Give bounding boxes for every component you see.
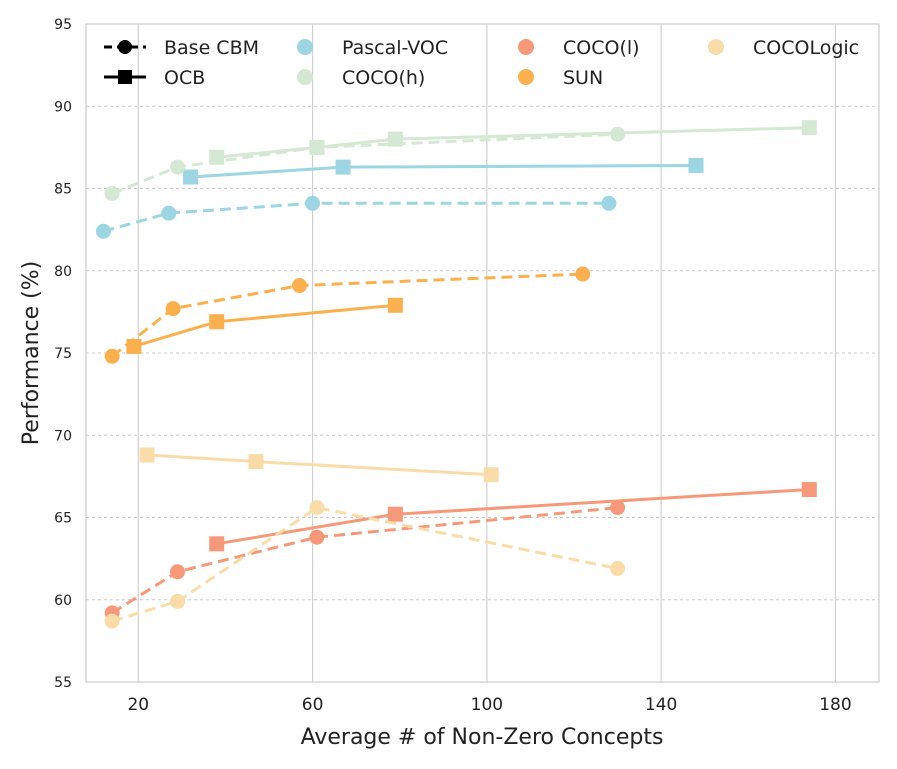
data-point	[104, 348, 120, 364]
data-point	[104, 613, 120, 629]
data-point	[161, 205, 177, 221]
y-tick-label: 70	[54, 428, 72, 444]
series-line	[103, 201, 609, 233]
x-tick-label: 100	[471, 695, 503, 715]
data-point	[209, 149, 225, 165]
data-point	[170, 564, 185, 580]
legend-label: SUN	[563, 67, 603, 89]
data-point	[335, 159, 351, 175]
legend-marker	[518, 39, 534, 55]
series-pascal-voc-base-cbm	[95, 195, 617, 239]
data-point	[139, 447, 155, 463]
series-line	[111, 272, 583, 358]
legend-marker	[297, 69, 313, 85]
legend-label: OCB	[164, 67, 205, 89]
data-point	[209, 314, 225, 330]
series-coco-h--ocb	[209, 120, 817, 165]
legend-entry-sun: SUN	[518, 67, 603, 89]
data-point	[601, 195, 617, 211]
legend-entry-pascal-voc: Pascal-VOC	[297, 37, 448, 59]
data-point	[248, 454, 264, 470]
tick-labels: 20 60 100 140 180 55 60 65 70 75 80 85 90 95	[54, 17, 851, 715]
y-tick-label: 60	[54, 593, 72, 609]
data-point	[165, 301, 181, 317]
data-point	[483, 467, 499, 483]
legend-marker	[118, 40, 132, 54]
legend-label: Base CBM	[164, 37, 259, 59]
data-point	[801, 482, 817, 498]
legend-marker	[708, 39, 724, 55]
legend-entry-coco-l-: COCO(l)	[518, 37, 640, 59]
legend-entry-base-cbm: Base CBM	[104, 37, 259, 59]
y-tick-label: 85	[54, 182, 72, 198]
y-tick-label: 80	[54, 264, 72, 280]
data-point	[126, 338, 142, 354]
series-line	[111, 132, 618, 195]
data-point	[610, 500, 626, 516]
data-point	[170, 159, 185, 175]
y-tick-label: 75	[54, 346, 72, 362]
data-point	[610, 560, 626, 576]
data-point	[305, 195, 321, 211]
legend-label: COCOLogic	[753, 37, 859, 59]
data-point	[387, 297, 403, 313]
legend-label: COCO(l)	[563, 37, 640, 59]
grid	[86, 24, 879, 682]
legend-marker	[518, 69, 534, 85]
series-sun-ocb	[126, 297, 403, 354]
x-tick-label: 140	[645, 695, 677, 715]
data-point	[575, 266, 591, 282]
y-tick-label: 65	[54, 511, 72, 527]
data-point	[309, 500, 325, 516]
y-tick-label: 90	[54, 99, 72, 115]
x-tick-label: 60	[302, 695, 324, 715]
legend-entry-ocb: OCB	[104, 67, 205, 89]
legend-entry-cocologic: COCOLogic	[708, 37, 859, 59]
series-line	[111, 506, 618, 623]
data-point	[209, 536, 225, 552]
series-pascal-voc-ocb	[183, 157, 704, 185]
series-line	[111, 506, 618, 615]
x-axis-label: Average # of Non-Zero Concepts	[301, 725, 664, 750]
data-point	[292, 278, 307, 294]
data-point	[170, 593, 185, 609]
x-tick-label: 20	[127, 695, 149, 715]
data-point	[688, 157, 704, 173]
data-point	[309, 529, 325, 545]
legend-label: COCO(h)	[342, 67, 425, 89]
data-point	[387, 506, 403, 522]
legend-label: Pascal-VOC	[342, 37, 448, 59]
series-line	[216, 126, 810, 159]
data-point	[309, 139, 325, 155]
y-tick-label: 95	[54, 17, 72, 33]
y-axis-label: Performance (%)	[19, 261, 44, 445]
legend-marker	[297, 39, 313, 55]
data-point	[387, 131, 403, 147]
series-layer	[95, 120, 817, 629]
legend-entry-coco-h-: COCO(h)	[297, 67, 425, 89]
data-point	[801, 120, 817, 136]
legend-marker	[118, 70, 132, 84]
x-tick-label: 180	[819, 695, 851, 715]
series-cocologic-base-cbm	[104, 500, 626, 629]
y-tick-label: 55	[54, 675, 72, 691]
data-point	[104, 185, 120, 201]
data-point	[95, 223, 111, 239]
series-sun-base-cbm	[104, 266, 591, 364]
legend: Base CBM OCB Pascal-VOC COCO(h) COCO(l) SUN CO…	[104, 37, 859, 89]
data-point	[183, 169, 199, 185]
series-cocologic-ocb	[139, 447, 499, 483]
